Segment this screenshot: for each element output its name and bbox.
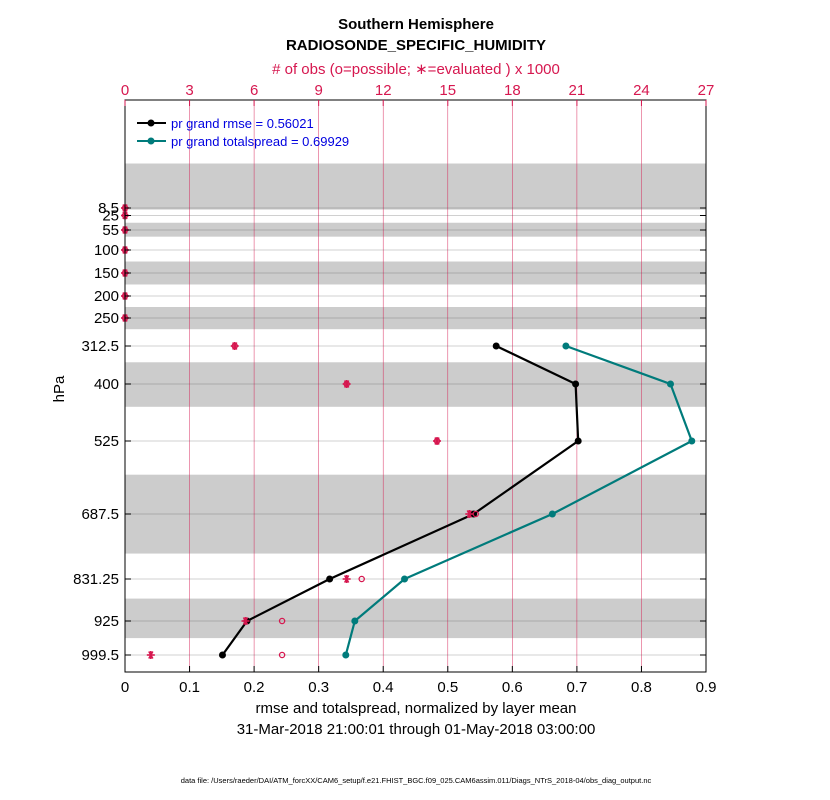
legend-rmse-label: pr grand rmse = 0.56021 [171,116,314,131]
series-1-point-1 [666,380,674,388]
obs-possible-12 [278,617,286,625]
date-range-label: 31-Mar-2018 21:00:01 through 01-May-2018… [237,721,596,738]
top-tick-label-7: 21 [569,82,586,99]
y-tick-label-6: 250 [94,310,119,327]
top-tick-label-6: 18 [504,82,521,99]
top-tick-label-8: 24 [633,82,650,99]
top-tick-label-5: 15 [439,82,456,99]
legend: pr grand rmse = 0.56021 pr grand totalsp… [137,116,349,149]
legend-spread-marker [147,137,155,145]
top-tick-label-4: 12 [375,82,392,99]
top-tick-label-0: 0 [121,82,129,99]
series-1-point-4 [401,575,409,583]
x-tick-label-8: 0.8 [631,679,652,696]
y-tick-label-8: 400 [94,376,119,393]
series-0-point-4 [326,575,334,583]
x-tick-label-5: 0.5 [437,679,458,696]
x-tick-label-2: 0.2 [244,679,265,696]
obs-possible-13 [278,651,286,659]
obs-possible-11 [358,575,365,583]
y-tick-label-1: 25 [102,208,119,225]
y-tick-label-7: 312.5 [81,338,119,355]
legend-spread-label: pr grand totalspread = 0.69929 [171,134,349,149]
shaded-band-1 [125,222,706,237]
top-tick-label-1: 3 [185,82,193,99]
x-tick-label-1: 0.1 [179,679,200,696]
x-tick-label-4: 0.4 [373,679,394,696]
y-tick-label-2: 55 [102,222,119,239]
shaded-bands [125,163,706,639]
x-tick-label-3: 0.3 [308,679,329,696]
y-tick-label-5: 200 [94,288,119,305]
obs-evaluated-8 [342,380,351,388]
chart-subtitle: RADIOSONDE_SPECIFIC_HUMIDITY [286,37,546,54]
x-axis-label: rmse and totalspread, normalized by laye… [256,700,577,717]
y-tick-label-4: 150 [94,265,119,282]
series-0-point-0 [492,342,500,350]
series-1-point-0 [562,342,570,350]
chart-title: Southern Hemisphere [338,16,494,33]
series-1-point-6 [342,651,350,659]
x-tick-label-7: 0.7 [566,679,587,696]
series-0-point-2 [574,437,582,445]
obs-evaluated-13 [146,651,155,659]
plot-frame [124,99,707,673]
obs-evaluated-10 [465,510,474,518]
x-tick-label-0: 0 [121,679,129,696]
top-tick-label-2: 6 [250,82,258,99]
y-tick-label-13: 999.5 [81,647,119,664]
y-tick-label-11: 831.25 [73,571,119,588]
x-tick-label-9: 0.9 [696,679,717,696]
y-axis-label: hPa [51,375,68,402]
series-1-point-5 [351,617,359,625]
y-tick-label-10: 687.5 [81,506,119,523]
obs-evaluated-12 [241,617,250,625]
shaded-band-0 [125,163,706,210]
obs-evaluated-9 [433,437,442,445]
shaded-band-4 [125,362,706,407]
y-tick-label-9: 525 [94,433,119,450]
series-0-point-6 [218,651,226,659]
x-tick-labels: 0 0.1 0.2 0.3 0.4 0.5 0.6 0.7 0.8 0.9 [121,679,717,696]
shaded-band-6 [125,598,706,639]
y-tick-label-3: 100 [94,242,119,259]
legend-rmse-marker [147,119,155,127]
series-1-point-3 [548,510,556,518]
top-tick-labels: 0 3 6 9 12 15 18 21 24 27 [121,82,715,99]
series-1-point-2 [688,437,696,445]
series-0-point-1 [572,380,580,388]
top-tick-label-3: 9 [314,82,322,99]
axis-ticks [124,100,707,672]
x-tick-label-6: 0.6 [502,679,523,696]
vertical-gridlines [125,100,706,672]
y-tick-label-0: 8.5 [98,200,119,217]
obs-evaluated-7 [230,342,239,350]
obs-evaluated-11 [342,575,351,583]
top-axis-label: # of obs (o=possible; ∗=evaluated ) x 10… [272,61,560,78]
top-tick-label-9: 27 [698,82,715,99]
data-file-footer: data file: /Users/raeder/DAI/ATM_forcXX/… [181,776,652,785]
y-tick-label-12: 925 [94,613,119,630]
